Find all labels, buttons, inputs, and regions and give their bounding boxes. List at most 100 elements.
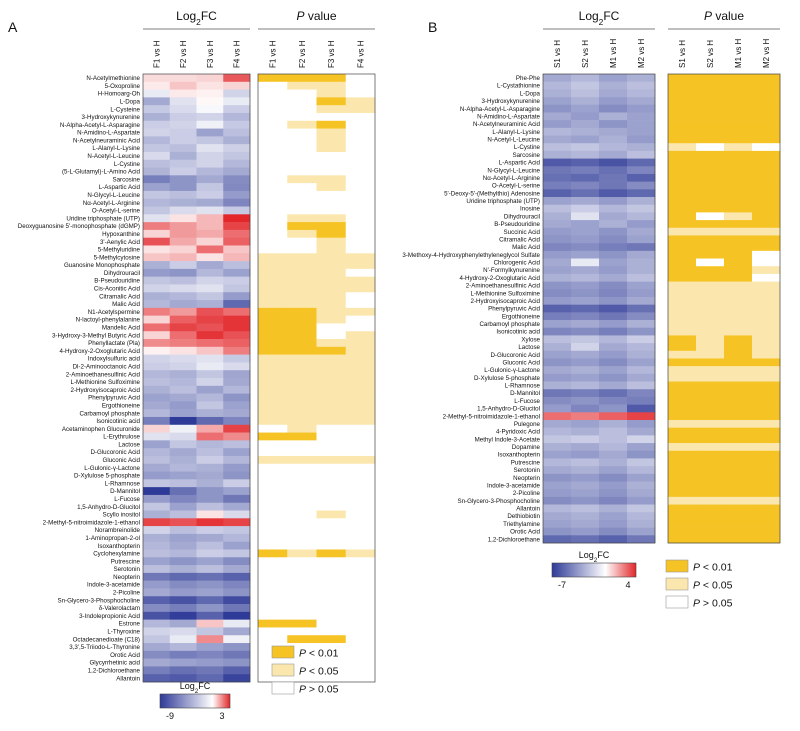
logfc-cell: [169, 588, 197, 597]
logfc-cell: [223, 643, 251, 652]
logfc-cell: [223, 362, 251, 371]
pvalue-cell: [345, 448, 376, 457]
logfc-cell: [196, 463, 224, 472]
pvalue-cell: [752, 519, 781, 528]
logfc-cell: [196, 572, 224, 581]
column-label: M1 vs H: [734, 38, 743, 68]
pvalue-cell: [287, 175, 317, 184]
logfc-cell: [543, 335, 572, 344]
pvalue-cell: [668, 204, 697, 213]
row-label: Phenylpyruvic Acid: [488, 306, 540, 313]
logfc-cell: [599, 396, 628, 405]
column-label: S1 vs H: [553, 40, 562, 68]
row-label: B-Pseudouridine: [494, 221, 540, 228]
pvalue-cell: [258, 339, 288, 348]
logfc-cell: [571, 281, 600, 290]
pvalue-cell: [287, 635, 317, 644]
pvalue-cell: [724, 419, 753, 428]
row-label: Sarcosine: [512, 152, 540, 159]
pvalue-cell: [668, 120, 697, 129]
pvalue-cell: [668, 74, 697, 82]
pvalue-cell: [258, 471, 288, 480]
pvalue-cell: [287, 440, 317, 449]
pvalue-cell: [287, 432, 317, 441]
logfc-cell: [571, 327, 600, 336]
logfc-cell: [143, 206, 171, 215]
logfc-cell: [627, 419, 656, 428]
row-label: Inosine: [520, 206, 541, 213]
pvalue-cell: [316, 424, 347, 433]
logfc-cell: [196, 214, 224, 223]
pvalue-cell: [316, 471, 347, 480]
pvalue-cell: [668, 466, 697, 475]
row-label: 2-Methyl-5-nitroimidazole-1-ethanol: [43, 519, 140, 526]
logfc-cell: [143, 112, 171, 122]
logfc-cell: [223, 588, 251, 597]
pvalue-cell: [724, 296, 753, 305]
logfc-cell: [599, 173, 628, 182]
logfc-cell: [543, 204, 572, 213]
logfc-cell: [599, 412, 628, 421]
pvalue-cell: [668, 158, 697, 167]
row-label: Putrescine: [511, 459, 541, 466]
pvalue-cell: [724, 74, 753, 82]
row-label: L-Rhamnose: [105, 480, 141, 487]
row-label: Isonicotinic acid: [496, 329, 540, 336]
logfc-cell: [223, 541, 251, 550]
pvalue-cell: [724, 250, 753, 259]
row-label: D-Glucoronic Acid: [490, 352, 540, 359]
pvalue-cell: [287, 354, 317, 363]
logfc-cell: [143, 471, 171, 480]
pvalue-cell: [668, 281, 697, 290]
row-label: L-Cystine: [114, 161, 141, 168]
logfc-cell: [571, 404, 600, 413]
logfc-cell: [599, 381, 628, 390]
pvalue-cell: [316, 526, 347, 535]
pvalue-cell: [316, 619, 347, 628]
legend-swatch: [271, 645, 295, 659]
pvalue-cell: [724, 135, 753, 144]
pvalue-cell: [287, 611, 317, 620]
row-label: Neopterin: [113, 574, 140, 581]
logfc-cell: [223, 198, 251, 207]
logfc-cell: [223, 284, 251, 293]
logfc-cell: [143, 627, 171, 636]
column-label: F2 vs H: [298, 40, 307, 68]
logfc-cell: [543, 343, 572, 352]
logfc-cell: [196, 658, 224, 667]
pvalue-cell: [316, 323, 347, 332]
logfc-cell: [169, 346, 197, 355]
pvalue-cell: [258, 151, 288, 161]
logfc-cell: [543, 235, 572, 244]
pvalue-cell: [752, 350, 781, 359]
pvalue-cell: [345, 354, 376, 363]
logfc-cell: [543, 450, 572, 459]
pvalue-cell: [724, 281, 753, 290]
pvalue-cell: [258, 557, 288, 566]
pvalue-cell: [287, 518, 317, 527]
logfc-cell: [196, 674, 224, 683]
pvalue-cell: [316, 393, 347, 402]
pvalue-cell: [752, 220, 781, 229]
pvalue-cell: [316, 159, 347, 168]
pvalue-cell: [752, 381, 781, 390]
pvalue-cell: [316, 300, 347, 309]
logfc-cell: [196, 331, 224, 340]
row-label: 4-Pyridoxic Acid: [496, 429, 541, 436]
logfc-cell: [543, 389, 572, 398]
logfc-cell: [169, 572, 197, 581]
logfc-cell: [223, 471, 251, 480]
logfc-cell: [196, 487, 224, 496]
pvalue-cell: [316, 440, 347, 449]
row-label: B-Pseudouridine: [94, 278, 140, 285]
logfc-cell: [571, 481, 600, 490]
pvalue-cell: [287, 268, 317, 277]
pvalue-cell: [752, 112, 781, 121]
pvalue-cell: [724, 512, 753, 521]
pvalue-cell: [258, 315, 288, 324]
logfc-cell: [223, 627, 251, 636]
pvalue-cell: [345, 393, 376, 402]
logfc-cell: [143, 385, 171, 394]
logfc-cell: [627, 466, 656, 475]
pvalue-cell: [258, 588, 288, 597]
